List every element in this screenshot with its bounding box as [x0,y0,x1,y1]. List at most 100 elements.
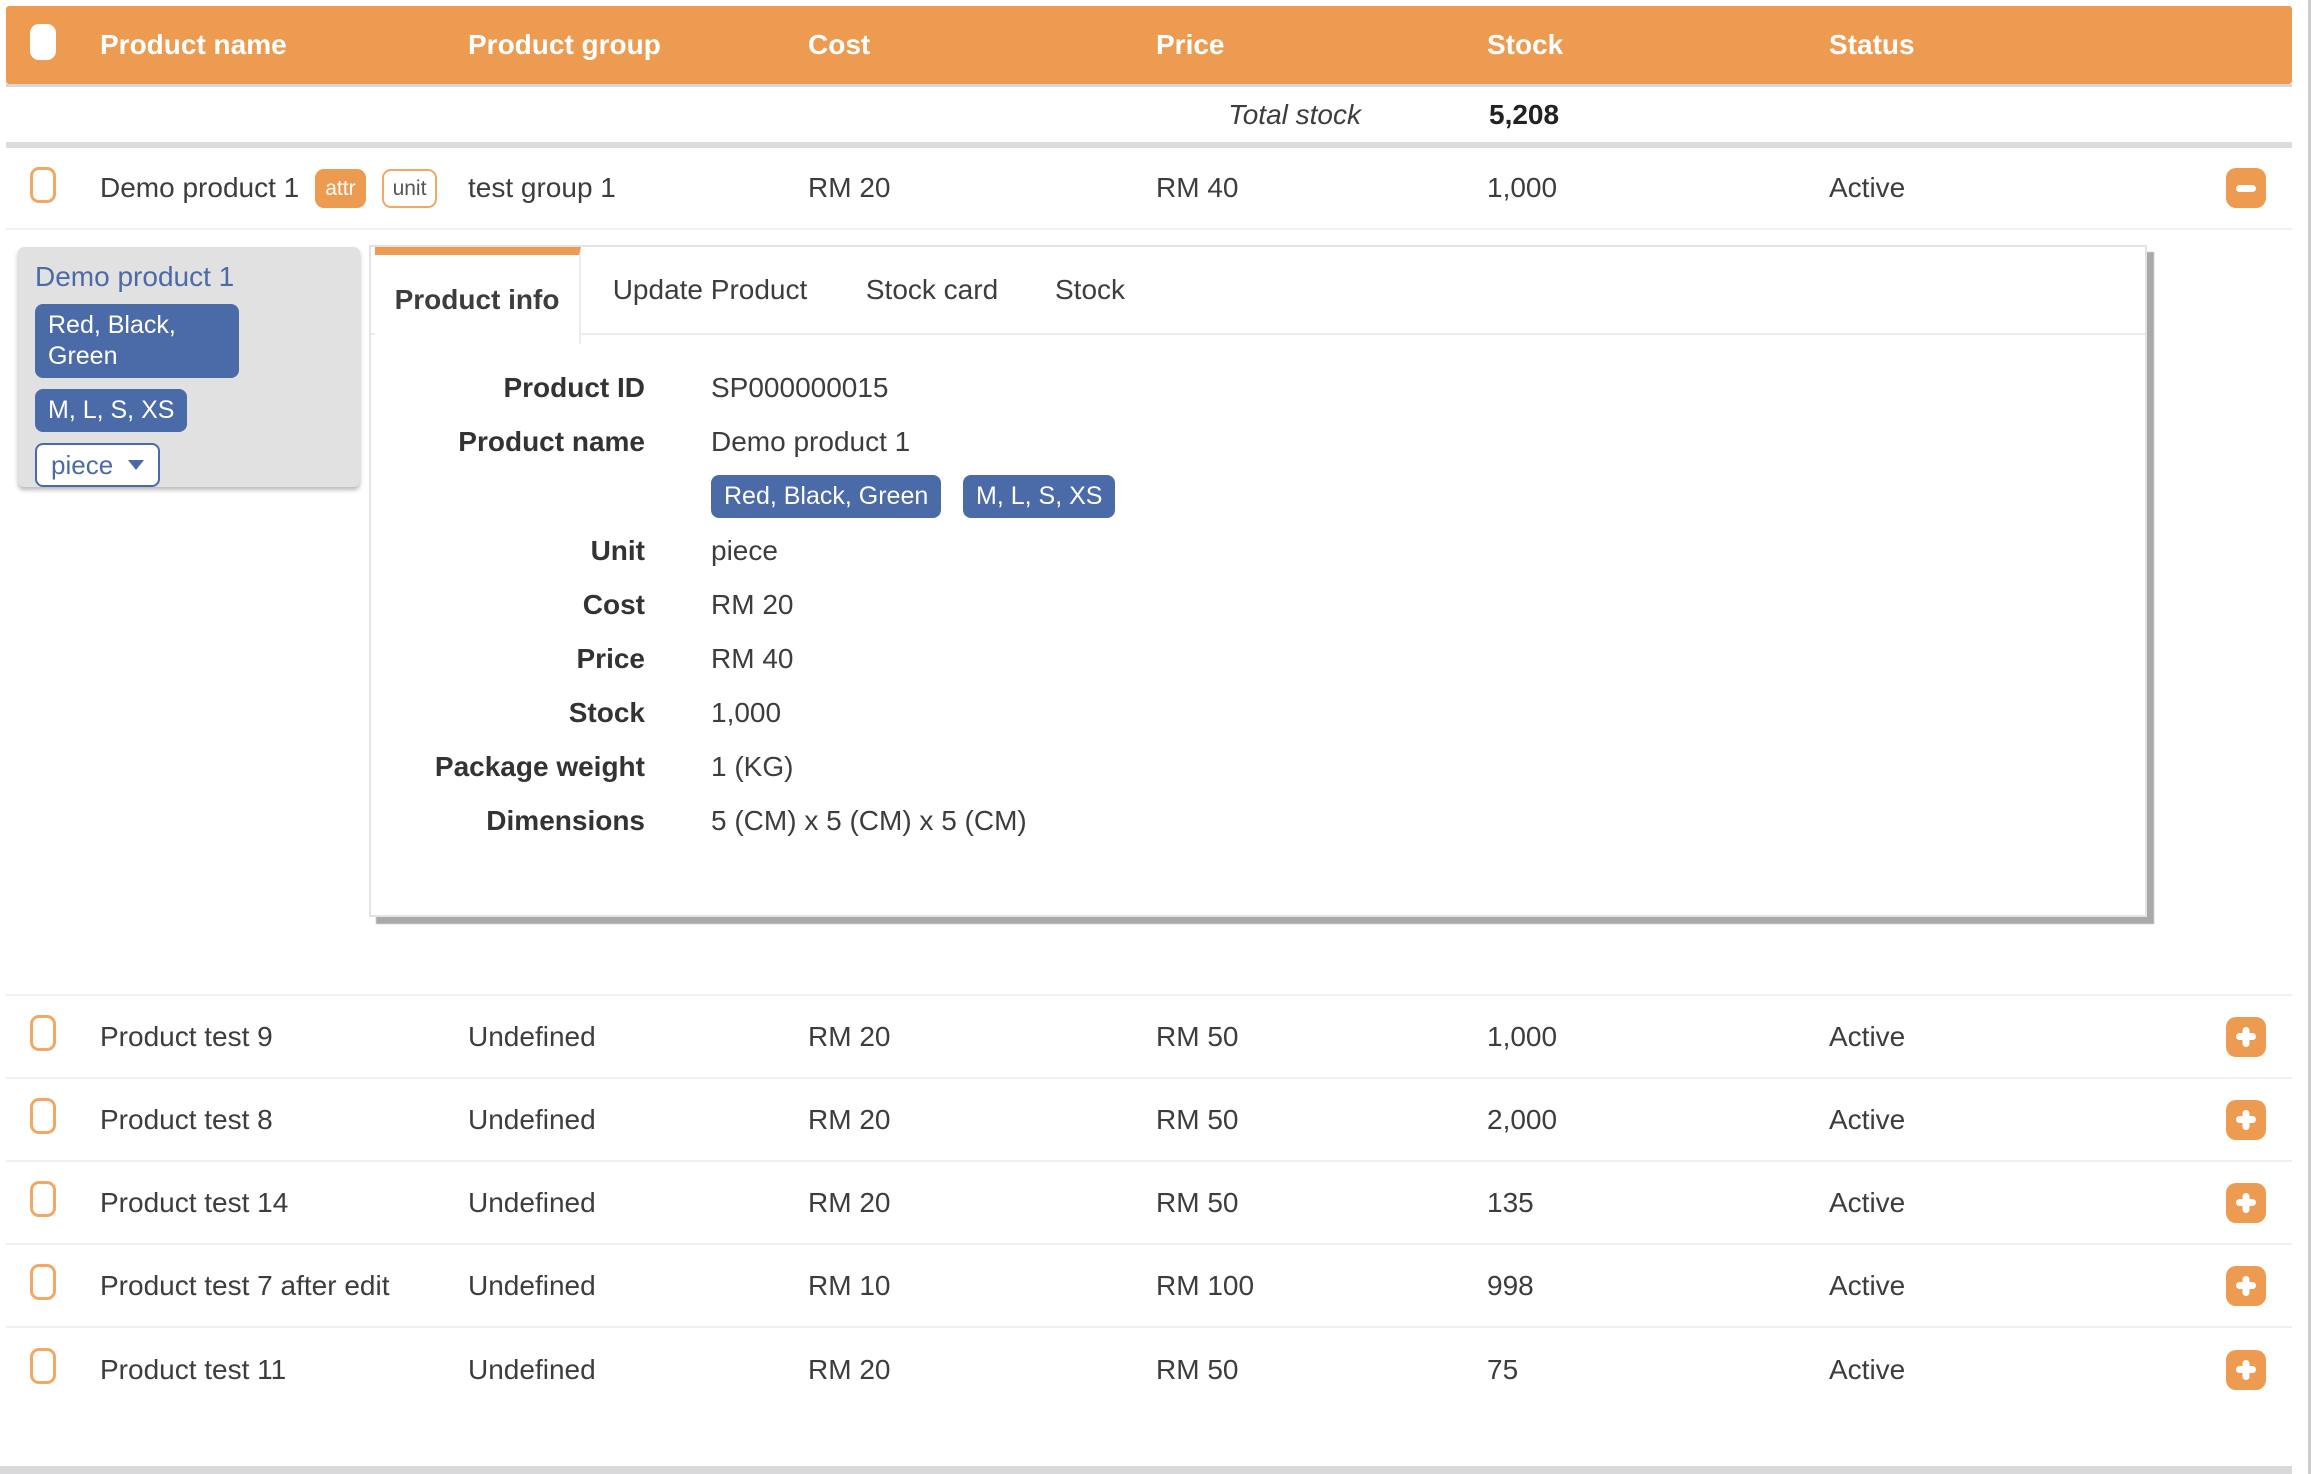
size-values-badge[interactable]: M, L, S, XS [35,389,187,432]
row-checkbox-cell [6,1015,100,1058]
row-checkbox[interactable] [30,1181,56,1217]
total-stock-row: Total stock 5,208 [6,84,2292,148]
product-group: Undefined [468,1187,808,1219]
row-action-cell [2160,1100,2292,1140]
field-product-name-badges: Red, Black, Green M, L, S, XS [371,475,2145,518]
minus-icon [2236,185,2256,192]
table-row: Product test 9 Undefined RM 20 RM 50 1,0… [6,996,2292,1079]
field-value: Demo product 1 [711,425,910,459]
row-checkbox-cell [6,1264,100,1307]
product-price: RM 50 [1156,1104,1487,1136]
collapse-row-button[interactable] [2226,168,2266,208]
field-label: Stock [371,696,645,730]
product-stock: 2,000 [1487,1104,1829,1136]
total-stock-label: Total stock [1228,99,1361,131]
field-value: RM 20 [711,588,793,622]
table-row: Product test 14 Undefined RM 20 RM 50 13… [6,1162,2292,1245]
product-group: test group 1 [468,172,808,204]
row-checkbox[interactable] [30,167,56,203]
product-name-cell: Product test 14 [100,1187,468,1219]
column-header-status: Status [1829,29,2160,61]
row-checkbox[interactable] [30,1098,56,1134]
column-header-stock: Stock [1487,29,1829,61]
row-action-cell [2160,1266,2292,1306]
field-label: Dimensions [371,804,645,838]
field-value: RM 40 [711,642,793,676]
field-value: SP000000015 [711,371,889,405]
tab-product-info[interactable]: Product info [375,247,581,344]
product-name-cell: Demo product 1 attr unit [100,169,468,208]
product-stock: 75 [1487,1354,1829,1386]
field-unit: Unit piece [371,534,2145,568]
plus-icon [2236,1282,2256,1289]
product-price: RM 50 [1156,1354,1487,1386]
select-all-checkbox[interactable] [30,24,56,60]
field-package-weight: Package weight 1 (KG) [371,750,2145,784]
tab-bar: Product info Update Product Stock card S… [371,247,2145,335]
row-action-cell [2160,1183,2292,1223]
expand-row-button[interactable] [2226,1100,2266,1140]
product-cost: RM 20 [808,1104,1156,1136]
products-page: Product name Product group Cost Price St… [0,0,2314,1474]
product-cost: RM 20 [808,1354,1156,1386]
product-status: Active [1829,1021,2160,1053]
product-stock: 1,000 [1487,1021,1829,1053]
tab-stock-card[interactable]: Stock card [839,247,1025,333]
expand-row-button[interactable] [2226,1017,2266,1057]
product-price: RM 100 [1156,1270,1487,1302]
product-stock: 135 [1487,1187,1829,1219]
expand-row-button[interactable] [2226,1350,2266,1390]
size-values-badge: M, L, S, XS [963,475,1115,518]
unit-badge: unit [382,169,438,208]
field-label: Price [371,642,645,676]
row-action-cell [2160,1017,2292,1057]
horizontal-scrollbar[interactable] [0,1466,2292,1474]
product-name-cell: Product test 8 [100,1104,468,1136]
product-name: Product test 9 [100,1021,273,1053]
field-label-spacer [371,475,645,518]
row-checkbox-cell [6,1098,100,1141]
product-name-cell: Product test 7 after edit [100,1270,468,1302]
field-label: Unit [371,534,645,568]
expand-row-button[interactable] [2226,1183,2266,1223]
column-header-product-name: Product name [100,29,468,61]
tab-update-product[interactable]: Update Product [581,247,839,333]
product-status: Active [1829,1187,2160,1219]
row-checkbox[interactable] [30,1264,56,1300]
product-cost: RM 20 [808,1187,1156,1219]
field-value: 1 (KG) [711,750,793,784]
product-stock: 998 [1487,1270,1829,1302]
product-name: Product test 14 [100,1187,288,1219]
attribute-values-badge[interactable]: Red, Black, Green [35,304,239,378]
tab-stock[interactable]: Stock [1025,247,1155,333]
variant-card: Demo product 1 Red, Black, Green M, L, S… [18,247,360,487]
product-detail-panel: Product info Update Product Stock card S… [369,245,2147,917]
column-header-product-group: Product group [468,29,808,61]
row-checkbox[interactable] [30,1348,56,1384]
unit-dropdown[interactable]: piece [35,443,160,487]
row-checkbox-cell [6,1181,100,1224]
field-stock: Stock 1,000 [371,696,2145,730]
expand-row-button[interactable] [2226,1266,2266,1306]
row-checkbox-cell [6,1348,100,1391]
plus-icon [2236,1366,2256,1373]
field-dimensions: Dimensions 5 (CM) x 5 (CM) x 5 (CM) [371,804,2145,838]
field-label: Cost [371,588,645,622]
product-info-content: Product ID SP000000015 Product name Demo… [371,335,2145,838]
table-row: Demo product 1 attr unit test group 1 RM… [6,148,2292,230]
column-header-cost: Cost [808,29,1156,61]
product-name-cell: Product test 11 [100,1354,468,1386]
row-checkbox[interactable] [30,1015,56,1051]
plus-icon [2236,1116,2256,1123]
field-value: piece [711,534,778,568]
product-price: RM 50 [1156,1187,1487,1219]
product-name: Product test 7 after edit [100,1270,390,1302]
variant-card-title: Demo product 1 [35,261,343,293]
page-right-border [2308,0,2311,1474]
product-status: Active [1829,1354,2160,1386]
field-label: Package weight [371,750,645,784]
field-badges: Red, Black, Green M, L, S, XS [711,475,1129,518]
table-row: Product test 7 after edit Undefined RM 1… [6,1245,2292,1328]
plus-icon [2236,1199,2256,1206]
chevron-down-icon [128,460,144,470]
